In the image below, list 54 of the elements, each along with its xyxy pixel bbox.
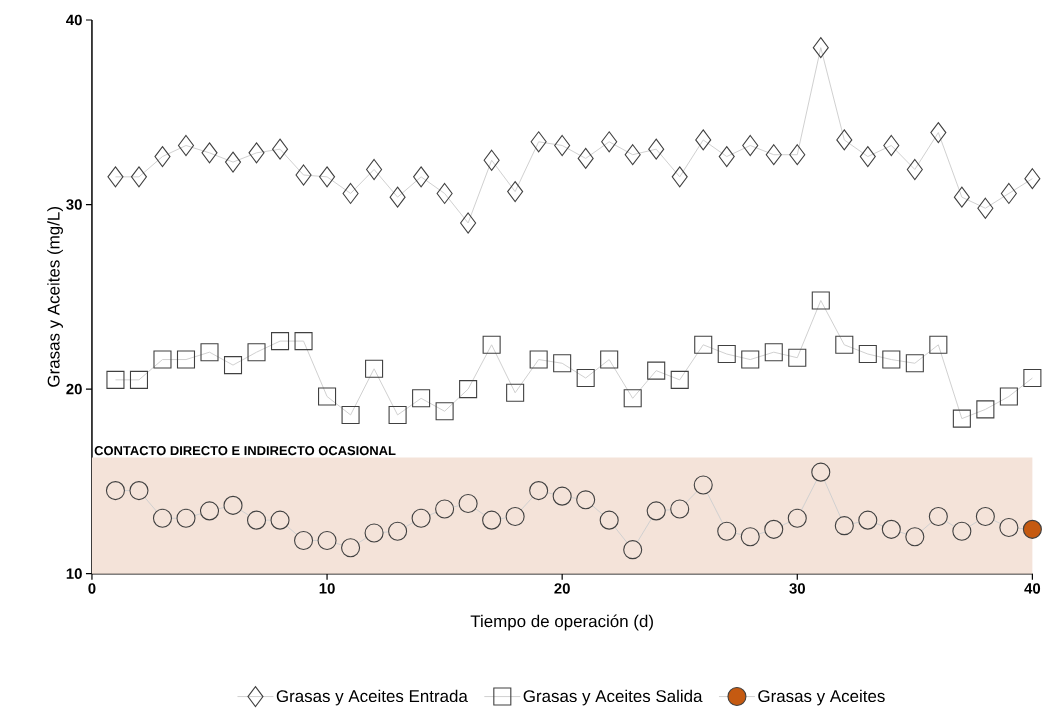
band-label: CONTACTO DIRECTO E INDIRECTO OCASIONAL (94, 446, 396, 456)
legend-label: Grasas y Aceites (758, 689, 885, 706)
x-tick-label: 10 (319, 583, 335, 594)
y-tick-label: 10 (66, 568, 82, 580)
point (787, 508, 807, 529)
point (646, 501, 666, 521)
point (246, 510, 267, 530)
point (388, 521, 408, 541)
point (670, 499, 690, 519)
point (858, 510, 878, 530)
x-tick-label: 30 (789, 583, 805, 594)
point (317, 531, 337, 551)
point (834, 516, 854, 536)
point (411, 508, 431, 529)
x-tick-label: 0 (88, 583, 96, 594)
point (928, 507, 948, 527)
point (905, 527, 925, 547)
point (435, 499, 455, 519)
legend-label: Grasas y Aceites Entrada (276, 689, 468, 706)
y-axis-title: Grasas y Aceites (mg/L) (47, 207, 63, 387)
x-tick-label: 20 (554, 583, 570, 594)
point (176, 508, 196, 529)
point (364, 523, 384, 543)
y-tick-label: 30 (66, 199, 82, 211)
point (599, 510, 619, 530)
point (952, 521, 972, 541)
point (999, 518, 1019, 538)
point (341, 538, 361, 558)
point (623, 540, 643, 560)
point (740, 527, 760, 547)
point (482, 510, 502, 530)
point (294, 531, 314, 551)
point (764, 520, 784, 540)
point (199, 501, 220, 521)
point (129, 481, 149, 501)
y-tick-label: 40 (66, 14, 82, 26)
point (881, 520, 901, 540)
point (529, 481, 549, 501)
point (717, 521, 737, 541)
point (975, 507, 995, 527)
point (576, 490, 596, 510)
point (811, 462, 831, 482)
point (152, 508, 173, 529)
point (105, 481, 125, 501)
legend-label: Grasas y Aceites Salida (523, 689, 703, 706)
y-tick-label: 20 (66, 384, 82, 395)
point (270, 510, 290, 530)
point (505, 507, 525, 527)
point (693, 475, 713, 495)
x-axis-title: Tiempo de operación (d) (470, 614, 653, 631)
point (552, 486, 572, 506)
x-tick-label: 40 (1024, 583, 1041, 594)
point (458, 494, 478, 514)
point (223, 496, 243, 516)
